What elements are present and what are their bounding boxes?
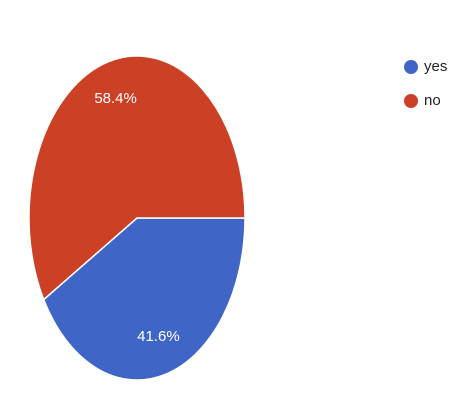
slice-label: 41.6% bbox=[137, 328, 180, 345]
pie-slice bbox=[28, 55, 246, 301]
legend-label: yes bbox=[424, 58, 447, 75]
legend-marker bbox=[404, 60, 418, 74]
slice-label: 58.4% bbox=[94, 90, 137, 107]
legend-marker bbox=[404, 94, 418, 108]
legend-label: no bbox=[424, 92, 441, 109]
pie-slice bbox=[42, 217, 246, 381]
